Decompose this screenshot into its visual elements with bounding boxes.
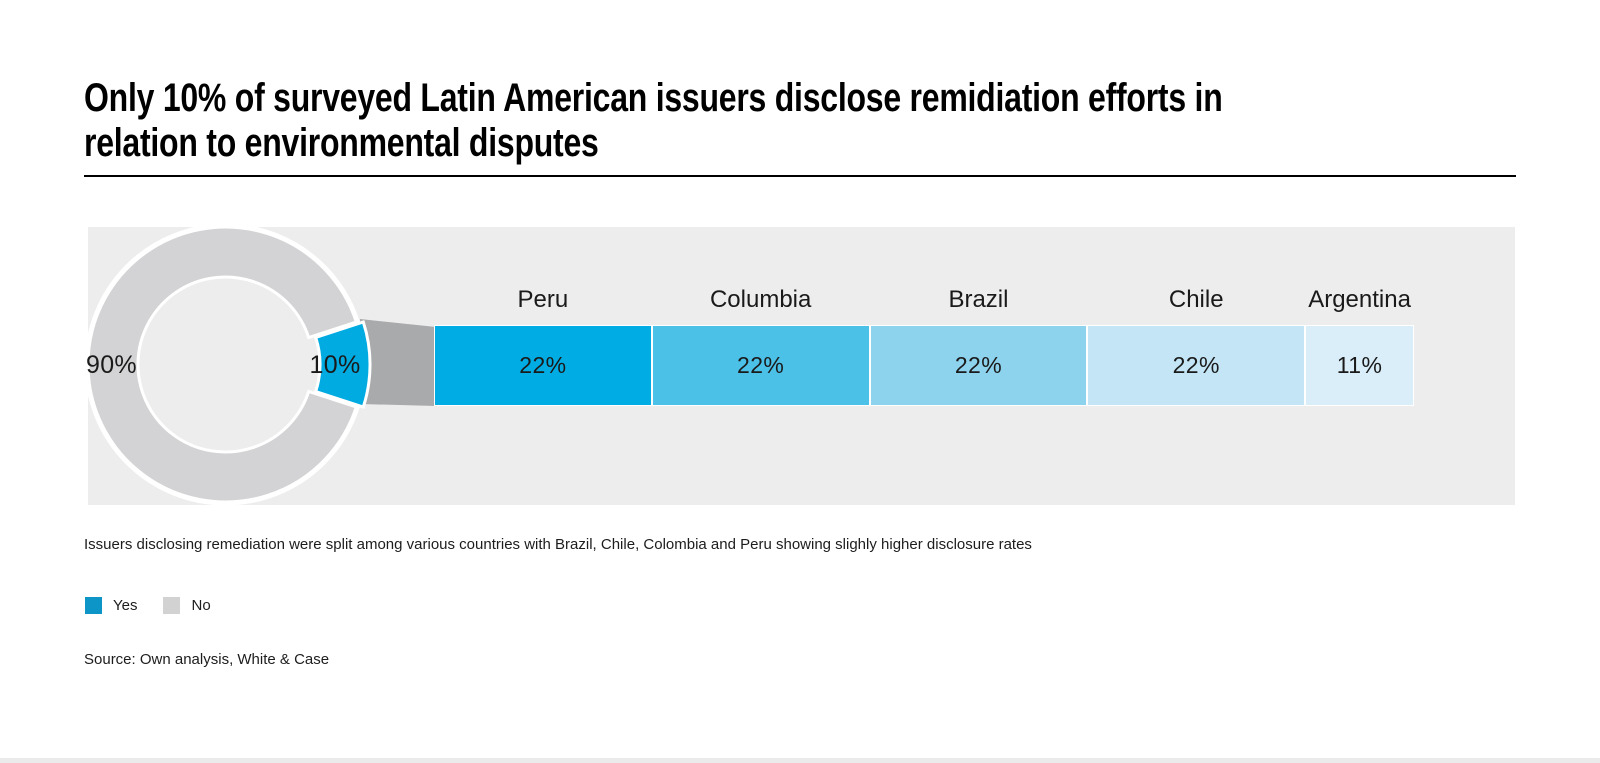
legend-swatch-no [163, 597, 181, 614]
country-label: Peru [517, 286, 569, 313]
page-title-line-2: relation to environmental disputes [84, 121, 599, 165]
country-column: Peru 22% [434, 286, 652, 410]
bar-segment-value: 22% [519, 352, 567, 378]
country-label: Chile [1168, 286, 1224, 313]
country-label: Columbia [709, 286, 812, 313]
legend-item-yes: Yes [85, 597, 137, 614]
bar-segment-value: 22% [737, 352, 785, 378]
chart-caption: Issuers disclosing remediation were spli… [84, 536, 1032, 553]
bar-segment-value: 11% [1336, 352, 1383, 378]
donut-slice-yes [313, 320, 372, 409]
donut-chart: 90% 10% [84, 223, 436, 506]
donut-label-no: 90% [86, 351, 137, 379]
country-column: Chile 22% [1087, 286, 1306, 410]
country-stacked-bar: Peru 22% Columbia 22% Brazil 22% Chile 22% Argen… [434, 286, 1415, 410]
bar-segment: 22% [434, 325, 652, 406]
country-column: Argentina 11% [1305, 286, 1415, 410]
bar-segment: 22% [869, 325, 1088, 406]
bottom-edge-strip [0, 758, 1600, 763]
source-note: Source: Own analysis, White & Case [84, 651, 330, 668]
country-column: Columbia 22% [651, 286, 870, 410]
donut-slice-no [86, 225, 359, 504]
country-label: Argentina [1308, 286, 1411, 313]
legend-label-no: No [191, 597, 211, 614]
wedge-connector-shape [360, 319, 436, 406]
legend-item-no: No [163, 597, 211, 614]
chart-panel: 90% 10% Peru 22% Columbia 22% Brazil 22% Chile… [84, 223, 1515, 506]
bar-segment: 22% [651, 325, 870, 406]
chart-legend: Yes No [85, 597, 211, 614]
country-column: Brazil 22% [869, 286, 1088, 410]
page-title: Only 10% of surveyed Latin American issu… [84, 76, 1507, 166]
bar-segment: 22% [1087, 325, 1306, 406]
page-title-line-1: Only 10% of surveyed Latin American issu… [84, 76, 1223, 120]
title-divider [84, 175, 1516, 177]
bar-segment-value: 22% [954, 352, 1003, 378]
bar-segment: 11% [1305, 325, 1415, 406]
bar-segment-value: 22% [1172, 352, 1220, 378]
legend-label-yes: Yes [113, 597, 138, 614]
donut-label-yes: 10% [310, 351, 361, 379]
legend-swatch-yes [85, 597, 102, 614]
country-label: Brazil [948, 286, 1009, 313]
